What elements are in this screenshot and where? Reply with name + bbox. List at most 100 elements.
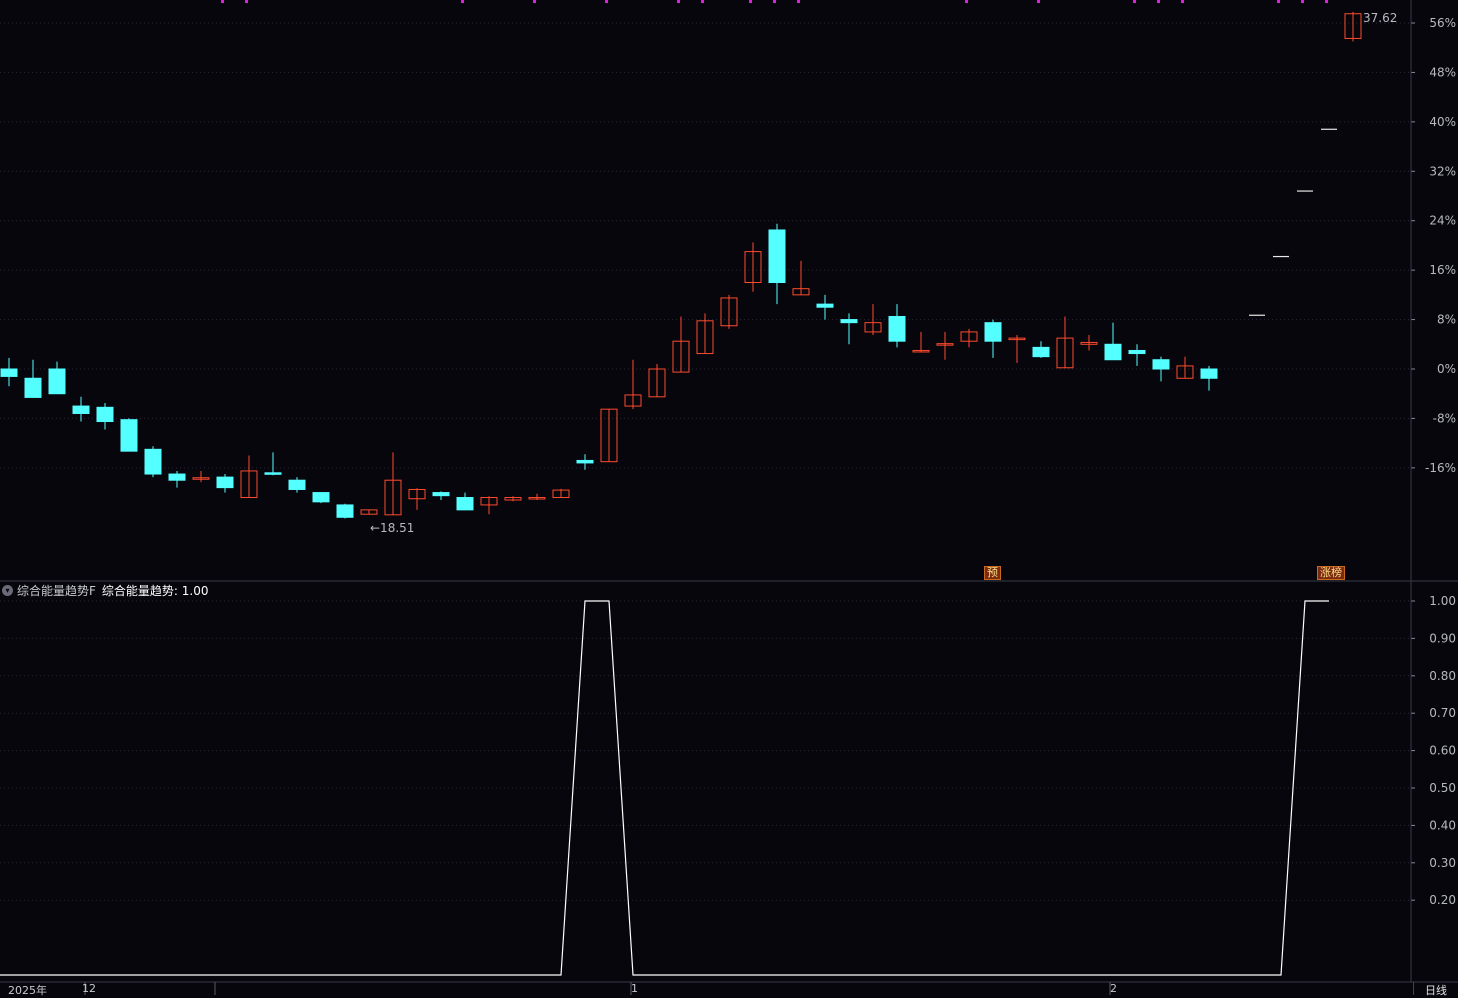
- high-price-label: 37.62: [1363, 11, 1397, 25]
- candle: [24, 359, 42, 398]
- indicator-line: [0, 600, 1329, 976]
- candle: [72, 396, 90, 422]
- top-signal-marker: [1157, 0, 1160, 3]
- candle-body: [840, 319, 858, 324]
- candle: [456, 492, 474, 511]
- top-signal-marker: [773, 0, 776, 3]
- candle: [792, 260, 810, 296]
- candle: [336, 503, 354, 519]
- candle: [816, 294, 834, 320]
- candle: [696, 313, 714, 355]
- candle: [936, 331, 954, 360]
- candle: [432, 491, 450, 500]
- candle: [984, 319, 1002, 358]
- candle-body: [216, 476, 234, 489]
- candle: [1176, 356, 1194, 379]
- zhangbang-marker[interactable]: 涨榜: [1317, 566, 1345, 580]
- candle-body: [360, 509, 378, 515]
- candle-body: [432, 492, 450, 497]
- candle: [312, 492, 330, 504]
- period-selector[interactable]: 日线: [1413, 982, 1458, 997]
- candle: [624, 359, 642, 410]
- month-label-dec: 12: [82, 982, 96, 995]
- candle: [264, 452, 282, 476]
- indicator-panel-name[interactable]: 综合能量趋势F: [17, 583, 96, 598]
- date-axis-labels: 2025年 12 1 2: [0, 982, 1458, 997]
- candle-body: [816, 303, 834, 308]
- candle-body: [720, 297, 738, 327]
- price-tick-label: 16%: [1429, 263, 1456, 277]
- indicator-tick-label: 0.50: [1429, 781, 1456, 795]
- candle-body: [1344, 13, 1362, 39]
- indicator-series-label: 综合能量趋势: 1.00: [101, 583, 209, 598]
- indicator-tick-label: 0.30: [1429, 856, 1456, 870]
- price-y-axis: 56% 48% 40% 32% 24% 16% 8% 0% -8% -16%: [1411, 16, 1456, 475]
- candle: [888, 304, 906, 348]
- candle: [480, 496, 498, 515]
- candle-body: [576, 459, 594, 464]
- candle: [144, 446, 162, 478]
- candle-body: [1080, 341, 1098, 345]
- candle-body: [960, 331, 978, 342]
- candle: [648, 364, 666, 398]
- price-tick-label: -16%: [1425, 461, 1456, 475]
- top-signal-marker: [1037, 0, 1040, 3]
- indicator-tick-label: 1.00: [1429, 594, 1456, 608]
- candle-body: [1032, 346, 1050, 358]
- yu-marker[interactable]: 预: [984, 566, 1001, 580]
- candle: [1200, 365, 1218, 391]
- indicator-tick-label: 0.70: [1429, 706, 1456, 720]
- candle-body: [1008, 337, 1026, 341]
- candle: [744, 242, 762, 292]
- candle-body: [96, 406, 114, 423]
- candle: [1008, 335, 1026, 363]
- month-label-feb: 2: [1110, 982, 1117, 995]
- candle-body: [168, 473, 186, 481]
- candle-body: [624, 394, 642, 407]
- indicator-y-axis: 1.00 0.90 0.80 0.70 0.60 0.50 0.40 0.30 0.20: [1411, 594, 1456, 907]
- candle-body: [864, 322, 882, 333]
- candle-body: [0, 368, 18, 377]
- candle-body: [600, 408, 618, 463]
- collapse-icon[interactable]: ▾: [2, 584, 13, 596]
- candle: [1128, 344, 1146, 366]
- candle: [0, 357, 18, 387]
- candle-body: [192, 477, 210, 480]
- candle-body: [1104, 343, 1122, 361]
- candle-body: [912, 349, 930, 353]
- candle-body: [768, 229, 786, 284]
- month-label-jan: 1: [631, 982, 638, 995]
- candle: [360, 509, 378, 515]
- candle-body: [288, 479, 306, 490]
- candle: [96, 402, 114, 430]
- candle: [288, 477, 306, 493]
- indicator-tick-label: 0.60: [1429, 744, 1456, 758]
- candle: [168, 470, 186, 488]
- candle: [528, 493, 546, 500]
- top-signal-marker: [533, 0, 536, 3]
- candle: [1104, 322, 1122, 361]
- candle: [504, 496, 522, 502]
- candle-body: [792, 288, 810, 296]
- candle: [216, 474, 234, 493]
- candle-body: [504, 497, 522, 501]
- candle: [48, 361, 66, 395]
- candle-body: [744, 251, 762, 284]
- top-signal-marker: [245, 0, 248, 3]
- candle: [576, 454, 594, 470]
- candle-body: [48, 368, 66, 395]
- candle: [552, 488, 570, 499]
- top-signal-marker: [605, 0, 608, 3]
- candle-body: [528, 497, 546, 500]
- candle: [840, 313, 858, 345]
- top-signal-marker: [1325, 0, 1328, 3]
- candle-body: [456, 497, 474, 511]
- price-tick-label: 8%: [1437, 313, 1456, 327]
- candle-body: [144, 448, 162, 475]
- candle-body: [72, 405, 90, 414]
- price-tick-label: 32%: [1429, 164, 1456, 178]
- candle-body: [552, 489, 570, 499]
- candle: [240, 455, 258, 499]
